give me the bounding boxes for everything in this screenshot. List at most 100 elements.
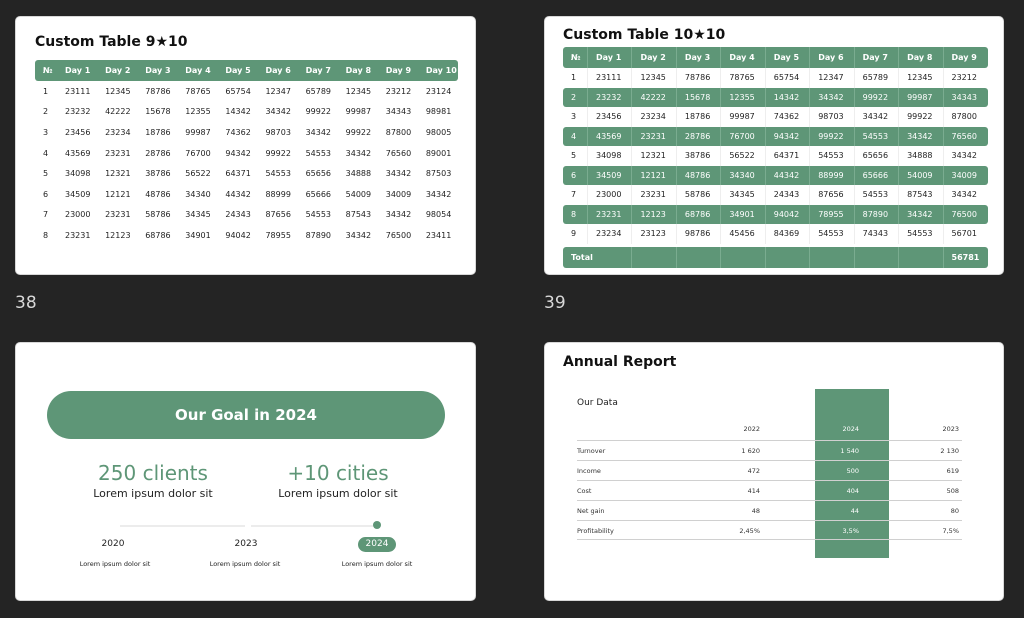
table-cell: 34509 [65,189,91,199]
table-cell: 54553 [305,210,332,220]
table-cell: 78955 [265,230,291,240]
table-cell: 1 [563,68,588,88]
table-header-row: № Day 1 Day 2 Day 3 Day 4 Day 5 Day 6 Day 7 Day … [35,60,458,81]
column-header: Day 7 [854,47,900,68]
table-cell: 76560 [943,126,988,146]
table-cell: 23234 [588,224,633,244]
table-cell: 78765 [185,86,211,96]
table-cell: 34342 [899,204,944,224]
total-empty-cell [632,246,677,268]
table-cell: 99922 [345,127,372,137]
slide-40-thumbnail[interactable]: Our Goal in 2024 250 clients Lorem ipsum… [15,342,476,601]
table-cell: 87890 [854,204,900,224]
table-cell: 54553 [305,148,332,158]
table-cell: 8 [563,204,588,224]
table-cell: 58786 [145,210,171,220]
table-row: 1 23111 12345 78786 78765 65754 12347 65789 1234… [35,81,458,102]
table-cell: 74362 [766,107,811,127]
slide-39-thumbnail[interactable]: Custom Table 10★10 № Day 1 Day 2 Day 3 Day 4… [544,16,1004,275]
table-cell: 23231 [105,148,131,158]
timeline-caption: Lorem ipsum dolor sit [79,560,151,568]
table-cell: 12345 [899,68,944,88]
table-cell: 34009 [385,189,412,199]
table-cell: 42222 [632,87,677,107]
column-header: Day 1 [588,47,633,68]
table-cell: 23231 [65,230,91,240]
table-cell: 54553 [899,224,944,244]
table-cell: 99922 [810,126,855,146]
table-cell: 54553 [854,126,900,146]
table-cell: 12121 [632,165,677,185]
row-value: 414 [747,487,760,495]
table-cell: 68786 [145,230,171,240]
table-cell: 88999 [810,165,855,185]
table-cell: 12321 [632,146,677,166]
column-header: Day 10 [417,60,458,81]
table-cell: 15678 [145,107,171,117]
table-cell: 74343 [855,224,900,244]
table-row: 1 23111 12345 78786 78765 65754 12347 65789 1234… [563,68,988,88]
table-cell: 12345 [105,86,131,96]
table-cell: 34342 [425,189,452,199]
timeline-caption: Lorem ipsum dolor sit [209,560,281,568]
table-cell: 34342 [385,210,412,220]
row-label: Income [577,467,601,475]
table-cell: 15678 [676,87,722,107]
table-cell: 34343 [385,107,412,117]
table-row: 3 23456 23234 18786 99987 74362 98703 34342 9992… [563,107,988,127]
table-cell: 98054 [425,210,452,220]
table-cell: 54553 [855,185,900,205]
stat-cities-text: Lorem ipsum dolor sit [278,487,398,500]
table-row: 7 23000 23231 58786 34345 24343 87656 54553 8754… [563,185,988,205]
table-cell: 99922 [265,148,291,158]
row-value: 1 620 [741,447,760,455]
table-cell: 45456 [721,224,766,244]
table-cell: 34342 [951,151,977,161]
table-cell: 3 [43,127,49,137]
total-value: 56781 [943,246,988,268]
table-cell: 23234 [105,127,131,137]
table-cell: 12355 [721,87,766,107]
column-header: 2023 [942,425,959,433]
row-value: 80 [950,507,959,515]
table-cell: 65656 [855,146,900,166]
table-cell: 54553 [810,224,855,244]
table-cell: 12355 [185,107,211,117]
row-value: 508 [946,487,959,495]
table-cell: 99987 [185,127,211,137]
custom-table-10x10: № Day 1 Day 2 Day 3 Day 4 Day 5 Day 6 Day 7 Day … [563,47,988,268]
table-cell: 23234 [632,107,677,127]
table-cell: 34342 [855,107,900,127]
table-cell: 54009 [345,189,372,199]
table-cell: 56522 [721,146,766,166]
table-cell: 12347 [265,86,291,96]
timeline-segment [251,525,373,527]
table-cell: 48786 [676,165,722,185]
table-row: 4 43569 23231 28786 76700 94342 99922 54553 3434… [563,126,988,146]
table-cell: 68786 [676,204,722,224]
row-value: 44 [850,507,859,515]
slide-41-thumbnail[interactable]: Annual Report Our Data 2022 2024 2023 Tu… [544,342,1004,601]
table-cell: 7 [43,210,49,220]
total-label: Total [563,246,633,268]
timeline-segment [120,525,245,527]
table-cell: 34098 [588,146,633,166]
table-cell: 34888 [345,169,372,179]
table-cell: 23232 [65,107,91,117]
row-value: 500 [846,467,859,475]
column-header: 2024 [842,425,859,433]
table-cell: 65754 [225,86,251,96]
table-cell: 99922 [854,87,900,107]
table-cell: 76560 [385,148,412,158]
total-empty-cell [676,246,722,268]
table-cell: 94342 [765,126,811,146]
table-cell: 65656 [305,169,332,179]
row-value: 472 [747,467,760,475]
table-cell: 87800 [951,112,977,122]
table-row: 8 23231 12123 68786 34901 94042 78955 87890 3434… [35,225,458,246]
table-cell: 2 [563,87,588,107]
table-cell: 34343 [943,87,988,107]
table-cell: 24343 [766,185,811,205]
table-cell: 94342 [225,148,251,158]
